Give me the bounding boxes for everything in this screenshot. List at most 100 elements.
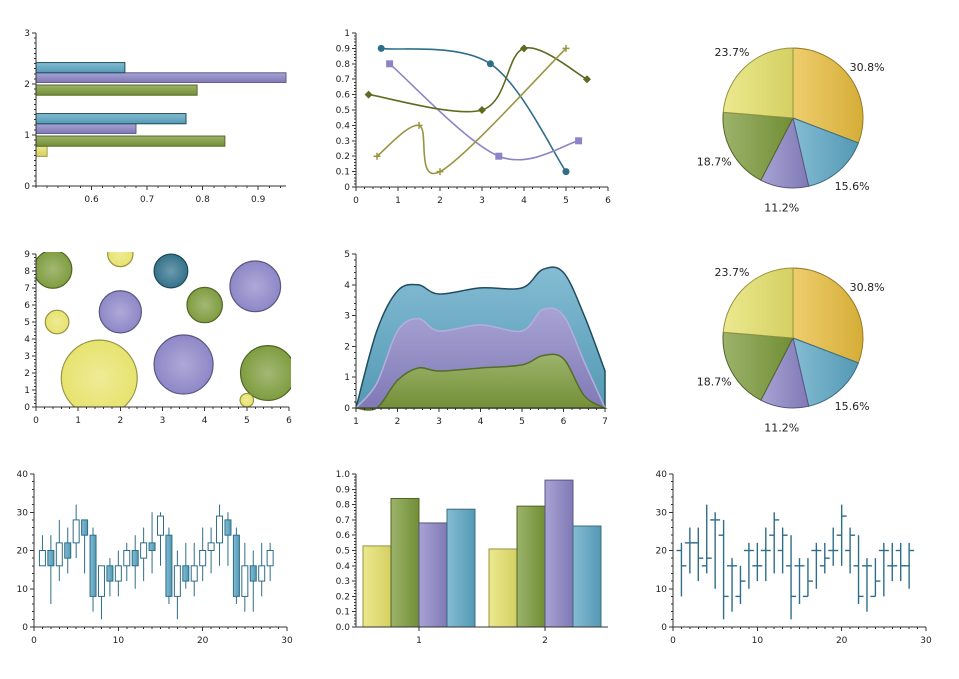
y-tick-label: 0.3 [336, 137, 350, 147]
bubble [239, 392, 255, 407]
candle-body [199, 550, 207, 567]
y-tick-label: 5 [24, 318, 30, 328]
bubble [239, 344, 291, 402]
candle-body [249, 565, 257, 582]
bubble-layer [36, 252, 291, 407]
y-tick-label: 2 [24, 369, 30, 379]
y-tick-label: 0.5 [336, 547, 350, 557]
candle-body [190, 565, 198, 582]
x-tick-label: 5 [563, 196, 569, 206]
pie-slice [792, 47, 864, 144]
y-tick-label: 5 [344, 250, 350, 260]
bar [488, 548, 518, 628]
y-tick-label: 40 [17, 470, 29, 480]
point [562, 44, 570, 52]
bubble-chart: 0 1 2 3 4 5 6 7 8 9 0 1 2 3 4 5 6 [24, 250, 292, 426]
bubble [60, 339, 138, 407]
pie-slice-label: 11.2% [764, 421, 799, 434]
point [364, 90, 373, 99]
pie-slice [722, 267, 794, 339]
bar [35, 123, 137, 134]
y-tick-label: 30 [17, 508, 29, 518]
y-tick-label: 0.7 [336, 516, 350, 526]
candle-body [216, 515, 224, 544]
y-tick-label: 0.6 [336, 531, 351, 541]
point [495, 152, 503, 160]
y-tick-label: 0.1 [336, 608, 350, 618]
series-line [376, 47, 567, 175]
x-tick-label: 2 [437, 196, 443, 206]
y-tick-label: 3 [24, 352, 30, 362]
spline-line-chart: 0 0.1 0.2 0.3 0.4 0.5 0.6 0.7 0.8 0.9 1 0 1 2 3 4 5 6 [336, 29, 611, 206]
bubble [153, 253, 189, 289]
candle-body [64, 542, 72, 559]
candle-body [207, 542, 215, 551]
x-tick-label: 1 [353, 417, 359, 427]
candle-body [165, 534, 173, 597]
x-tick-label: 10 [752, 636, 764, 646]
bar [390, 497, 420, 628]
candle-body [38, 550, 46, 567]
candle-body [266, 550, 274, 567]
candle-body [47, 550, 55, 567]
x-tick-label: 30 [920, 636, 932, 646]
y-tick-label: 4 [344, 281, 350, 291]
y-tick-label: 0 [24, 403, 30, 413]
y-tick-label: 1 [24, 386, 30, 396]
x-tick-label: 4 [202, 416, 208, 426]
pie-slice-label: 30.8% [850, 61, 885, 74]
bubble [107, 252, 134, 268]
candle-body [224, 519, 232, 536]
bar [35, 145, 48, 157]
x-tick-label: 4 [478, 417, 484, 427]
candle-body [81, 519, 89, 536]
y-tick-label: 0.0 [336, 623, 351, 633]
pie-slice [792, 267, 864, 364]
pie-slice-label: 18.7% [697, 156, 732, 169]
x-tick-label: 20 [197, 636, 209, 646]
y-tick-label: 0.4 [336, 121, 351, 131]
y-tick-label: 0 [22, 623, 28, 633]
pie-chart-middle: 30.8% 15.6% 11.2% 18.7% 23.7% [697, 266, 885, 434]
y-tick-label: 6 [24, 301, 30, 311]
bar [35, 113, 187, 125]
candle-body [89, 534, 97, 597]
x-tick-label: 20 [836, 636, 848, 646]
candle-body [148, 542, 156, 551]
y-tick-label: 7 [24, 284, 30, 294]
x-tick-label: 1 [395, 196, 401, 206]
y-tick-label: 40 [656, 470, 668, 480]
bubble [186, 286, 223, 324]
pie-slice-label: 23.7% [715, 46, 750, 59]
y-tick-label: 0.5 [336, 106, 350, 116]
x-tick-label: 7 [602, 417, 608, 427]
y-tick-label: 3 [24, 29, 30, 39]
series-line [368, 47, 588, 113]
x-tick-label: 6 [286, 416, 292, 426]
pie-slice-label: 15.6% [835, 400, 870, 413]
pie-slice [792, 337, 860, 407]
y-tick-label: 4 [24, 335, 30, 345]
bar [418, 522, 448, 628]
point [377, 44, 385, 52]
candle-body [97, 565, 105, 597]
x-tick-label: 5 [519, 417, 525, 427]
point [415, 121, 423, 129]
candle-body [232, 534, 240, 597]
x-tick-label: 4 [521, 196, 527, 206]
pie-chart-top: 30.8% 15.6% 11.2% 18.7% 23.7% [697, 46, 885, 214]
bar [572, 525, 602, 628]
pie-slice-label: 30.8% [850, 281, 885, 294]
y-tick-label: 1 [344, 29, 350, 39]
x-tick-label: 2 [117, 416, 123, 426]
y-tick-label: 0.8 [336, 60, 351, 70]
point [386, 60, 394, 68]
x-tick-label: 1 [416, 636, 422, 646]
y-tick-label: 20 [656, 547, 668, 557]
y-tick-label: 3 [344, 312, 350, 322]
pie-slice [722, 331, 794, 401]
pie-slice-label: 11.2% [764, 201, 799, 214]
y-tick-label: 8 [24, 267, 30, 277]
x-tick-label: 3 [160, 416, 166, 426]
